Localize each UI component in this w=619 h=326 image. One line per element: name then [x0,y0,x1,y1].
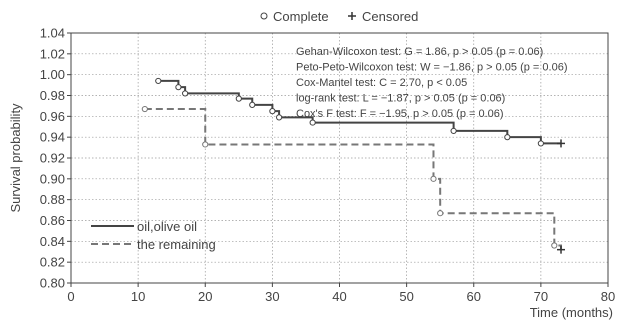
x-tick-label: 50 [399,289,413,304]
y-tick-label: 0.80 [40,276,65,291]
y-tick-label: 0.86 [40,213,65,228]
complete-legend-label: Complete [273,9,329,24]
complete-marker [142,106,147,111]
complete-marker [176,85,181,90]
complete-marker [431,176,436,181]
y-tick-label: 0.94 [40,130,65,145]
complete-marker [156,78,161,83]
y-tick-label: 0.96 [40,109,65,124]
complete-marker [552,243,557,248]
legend-label-1: the remaining [137,237,216,252]
complete-marker [310,120,315,125]
x-tick-label: 20 [198,289,212,304]
complete-marker [538,141,543,146]
y-axis-label: Survival probability [8,103,23,213]
y-tick-label: 0.82 [40,255,65,270]
y-tick-label: 0.88 [40,192,65,207]
marker-legend: Complete Censored [261,9,418,24]
complete-legend-icon [261,13,267,19]
legend-label-0: oil,olive oil [137,219,197,234]
x-tick-label: 30 [265,289,279,304]
complete-marker [276,115,281,120]
y-tick-label: 0.98 [40,88,65,103]
x-tick-label: 80 [601,289,615,304]
complete-marker [270,109,275,114]
test-annotation: Cox's F test: F = −1.95, p > 0.05 (p = 0… [296,108,504,120]
censored-marker [557,139,565,147]
complete-marker [203,142,208,147]
series-legend: oil,olive oil the remaining [91,219,216,252]
test-annotations: Gehan-Wilcoxon test: G = 1.86, p > 0.05 … [296,46,567,120]
y-tick-label: 1.02 [40,46,65,61]
complete-marker [505,135,510,140]
x-tick-label: 60 [467,289,481,304]
complete-marker [451,128,456,133]
y-tick-label: 0.92 [40,151,65,166]
test-annotation: Peto-Peto-Wilcoxon test: W = −1.86, p > … [296,62,567,74]
test-annotation: Cox-Mantel test: C = 2.70, p < 0.05 [296,77,467,89]
test-annotation: log-rank test: L = −1.87, p > 0.05 (p = … [296,93,505,105]
x-tick-label: 0 [67,289,74,304]
y-tick-label: 0.90 [40,171,65,186]
test-annotation: Gehan-Wilcoxon test: G = 1.86, p > 0.05 … [296,46,543,58]
x-tick-label: 40 [332,289,346,304]
complete-marker [236,96,241,101]
y-tick-label: 1.00 [40,67,65,82]
y-tick-label: 0.84 [40,234,65,249]
complete-marker [183,91,188,96]
x-tick-label: 70 [534,289,548,304]
series-layer [142,78,565,253]
censored-legend-label: Censored [362,9,418,24]
x-axis-label: Time (months) [530,305,613,320]
complete-marker [250,102,255,107]
censored-marker [557,246,565,254]
x-tick-label: 10 [131,289,145,304]
y-tick-label: 1.04 [40,26,65,41]
complete-marker [438,211,443,216]
